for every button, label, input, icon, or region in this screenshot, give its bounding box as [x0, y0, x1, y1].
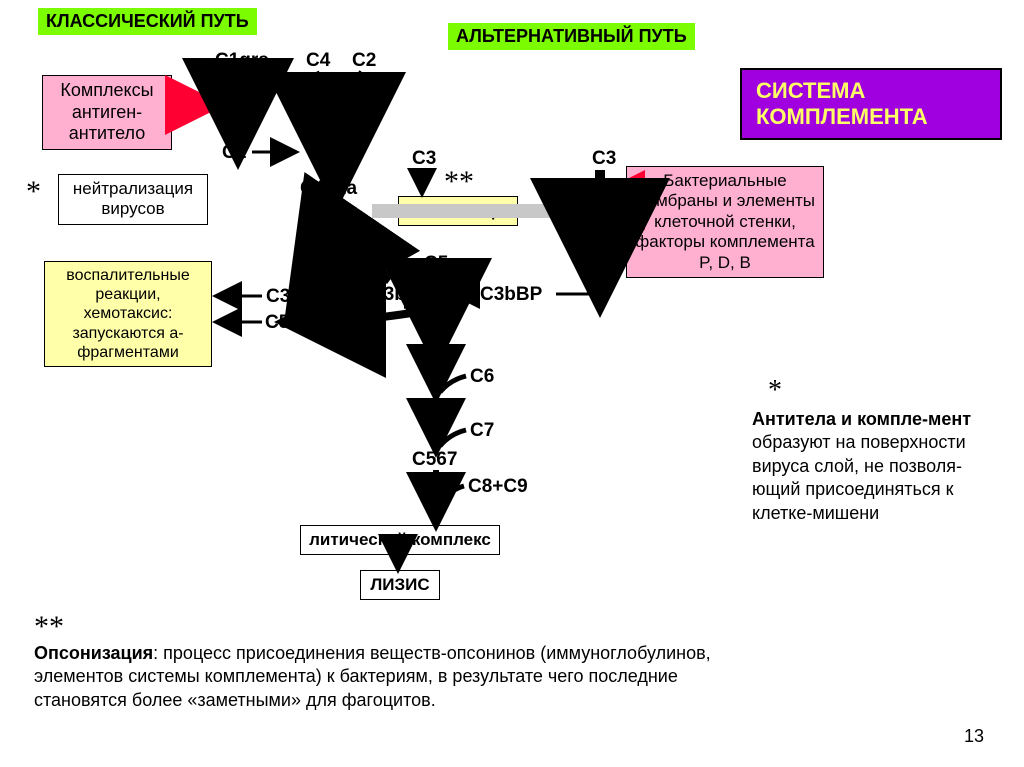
diagram-arrows [0, 0, 1024, 767]
